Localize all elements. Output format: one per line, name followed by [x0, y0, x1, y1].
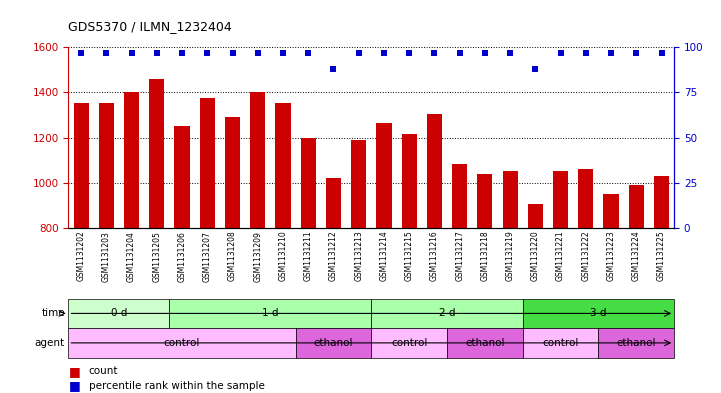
Bar	[503, 171, 518, 228]
Point	[76, 50, 87, 56]
Point	[404, 50, 415, 56]
Bar	[275, 103, 291, 228]
Bar	[124, 92, 139, 228]
Point	[176, 50, 187, 56]
Point	[630, 50, 642, 56]
Text: ethanol: ethanol	[616, 338, 656, 348]
Text: time: time	[41, 309, 65, 318]
Bar	[225, 117, 240, 228]
Point	[428, 50, 440, 56]
Bar	[598, 328, 674, 358]
Point	[277, 50, 288, 56]
Point	[353, 50, 364, 56]
Text: ■: ■	[68, 365, 80, 378]
Bar	[447, 328, 523, 358]
Point	[655, 50, 667, 56]
Point	[202, 50, 213, 56]
Bar	[296, 328, 371, 358]
Bar	[371, 299, 523, 328]
Point	[101, 50, 112, 56]
Bar	[603, 194, 619, 228]
Text: ethanol: ethanol	[465, 338, 505, 348]
Point	[151, 50, 163, 56]
Text: percentile rank within the sample: percentile rank within the sample	[89, 381, 265, 391]
Text: control: control	[164, 338, 200, 348]
Bar	[169, 299, 371, 328]
Bar	[250, 92, 265, 228]
Bar	[528, 204, 543, 228]
Point	[529, 66, 541, 72]
Bar	[326, 178, 341, 228]
Point	[505, 50, 516, 56]
Bar	[68, 299, 169, 328]
Bar	[149, 79, 164, 228]
Bar	[371, 328, 447, 358]
Bar	[523, 299, 674, 328]
Text: ethanol: ethanol	[314, 338, 353, 348]
Text: agent: agent	[35, 338, 65, 348]
Point	[479, 50, 490, 56]
Point	[327, 66, 339, 72]
Bar	[553, 171, 568, 228]
Bar	[427, 114, 442, 228]
Bar	[402, 134, 417, 228]
Text: control: control	[391, 338, 428, 348]
Bar	[74, 103, 89, 228]
Point	[226, 50, 238, 56]
Text: GDS5370 / ILMN_1232404: GDS5370 / ILMN_1232404	[68, 20, 232, 33]
Point	[605, 50, 616, 56]
Text: control: control	[542, 338, 579, 348]
Point	[126, 50, 138, 56]
Text: 0 d: 0 d	[111, 309, 127, 318]
Bar	[654, 176, 669, 228]
Bar	[376, 123, 392, 228]
Bar	[174, 126, 190, 228]
Text: ■: ■	[68, 379, 80, 393]
Bar	[351, 140, 366, 228]
Text: 3 d: 3 d	[590, 309, 606, 318]
Text: 1 d: 1 d	[262, 309, 278, 318]
Bar	[523, 328, 598, 358]
Point	[454, 50, 466, 56]
Bar	[477, 174, 492, 228]
Bar	[99, 103, 114, 228]
Point	[378, 50, 389, 56]
Bar	[578, 169, 593, 228]
Point	[252, 50, 264, 56]
Text: count: count	[89, 366, 118, 376]
Text: 2 d: 2 d	[439, 309, 455, 318]
Bar	[452, 163, 467, 228]
Bar	[301, 138, 316, 228]
Bar	[200, 98, 215, 228]
Point	[303, 50, 314, 56]
Bar	[629, 185, 644, 228]
Bar	[68, 328, 296, 358]
Point	[555, 50, 567, 56]
Point	[580, 50, 591, 56]
